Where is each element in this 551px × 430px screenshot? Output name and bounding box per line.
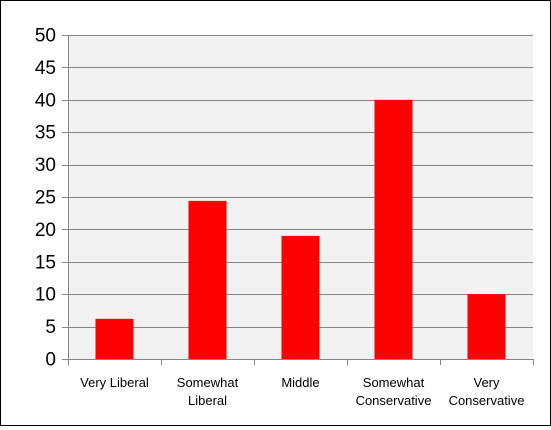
- x-tick-label: Liberal: [188, 393, 227, 408]
- y-tick-label: 50: [35, 26, 56, 47]
- x-axis-ticks: Very Liberal Somewhat Liberal Middle Somewha…: [68, 359, 534, 408]
- y-tick-label: 35: [35, 123, 56, 144]
- y-tick-label: 15: [35, 252, 56, 273]
- bars: [95, 99, 506, 360]
- x-tick-label: Very Liberal: [80, 375, 149, 390]
- y-tick-label: 20: [35, 220, 56, 241]
- y-tick-label: 10: [35, 285, 56, 306]
- y-tick-label: 5: [45, 317, 56, 338]
- bar: [281, 235, 320, 359]
- y-tick-label: 45: [35, 58, 56, 79]
- x-tick-label: Conservative: [356, 393, 432, 408]
- y-tick-label: 40: [35, 90, 56, 111]
- x-tick-label: Middle: [281, 375, 319, 390]
- x-tick-label: Somewhat: [363, 375, 425, 390]
- bar: [374, 99, 413, 360]
- y-tick-label: 30: [35, 155, 56, 176]
- bar: [95, 318, 134, 359]
- y-axis-ticks: 0 5 10 15 20 25 30 35 40 45 50: [35, 26, 68, 371]
- x-tick-label: Somewhat: [177, 375, 239, 390]
- y-tick-label: 0: [45, 350, 56, 371]
- y-tick-label: 25: [35, 188, 56, 209]
- x-tick-label: Conservative: [449, 393, 525, 408]
- bar: [467, 294, 506, 359]
- axes: [68, 35, 533, 360]
- bar: [188, 200, 227, 359]
- x-tick-label: Very: [473, 375, 500, 390]
